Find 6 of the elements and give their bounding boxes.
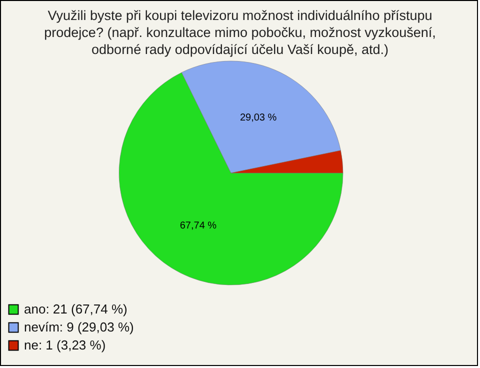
legend-label: nevím: 9 (29,03 %): [24, 320, 134, 334]
data-label: 67,74 %: [180, 220, 217, 232]
legend-label: ano: 21 (67,74 %): [24, 302, 128, 316]
chart-title: Využili byste při koupi televizoru možnost individuálního přístupu prodejce? (např. konzultace mimo pobočku, možnost vyzkoušení, odborné rady odpovídající účelu Vaší koupě, atd.): [44, 8, 436, 57]
legend-label: ne: 1 (3,23 %): [24, 338, 106, 352]
data-label: 29,03 %: [240, 112, 277, 124]
